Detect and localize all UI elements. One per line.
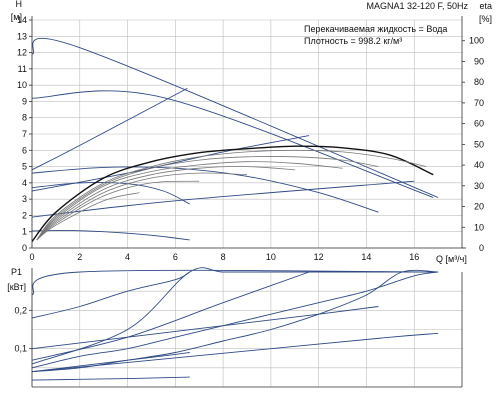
density-note: Плотность = 998.2 кг/м³: [304, 36, 402, 46]
eta-axis-unit: [%]: [479, 14, 492, 24]
head-curve-1: [31, 90, 434, 198]
head-x-tick-label: 10: [266, 252, 276, 262]
power-curve-8: [31, 352, 190, 373]
head-curve-4: [31, 180, 415, 218]
flow-axis-label: Q [м³/ч]: [436, 254, 467, 264]
power-y-tick-label: 0,1: [14, 344, 27, 354]
power-curve-4: [31, 267, 439, 365]
head-x-tick-label: 12: [314, 252, 324, 262]
head-x-tick-label: 16: [409, 252, 419, 262]
head-y-tick-label: 4: [22, 178, 27, 188]
power-curve-0: [31, 269, 439, 296]
head-y-tick-label: 10: [17, 80, 27, 90]
head-y-tick-label: 2: [22, 210, 27, 220]
head-y-tick-label: 1: [22, 227, 27, 237]
power-curve-1: [31, 271, 439, 369]
eta-tick-label: 10: [474, 222, 484, 232]
head-y-tick-label: 9: [22, 96, 27, 106]
head-y-tick-label: 11: [18, 64, 27, 74]
power-axis-unit: [кВт]: [7, 282, 26, 292]
eta-tick-label: 30: [474, 181, 484, 191]
head-axis-unit: [м]: [11, 12, 22, 22]
efficiency-curve-9: [36, 149, 427, 241]
power-axis-label: P1: [11, 267, 22, 277]
eta-tick-label: 100: [469, 36, 484, 46]
efficiency-curve-8: [31, 145, 434, 242]
eta-tick-label: 80: [474, 77, 484, 87]
efficiency-curve-14: [36, 180, 200, 241]
head-axis-label: H: [16, 0, 23, 9]
efficiency-curve-15: [36, 192, 140, 241]
eta-tick-label: 40: [474, 160, 484, 170]
power-y-tick-label: 0,2: [14, 305, 27, 315]
efficiency-curve-11: [36, 161, 343, 241]
head-curve-7: [31, 229, 190, 241]
head-x-tick-label: 2: [77, 252, 82, 262]
head-x-tick-label: 6: [173, 252, 178, 262]
head-y-tick-label: 12: [17, 48, 27, 58]
head-x-tick-label: 8: [221, 252, 226, 262]
liquid-note: Перекачиваемая жидкость = Вода: [304, 24, 447, 34]
eta-tick-label: 90: [474, 56, 484, 66]
head-y-tick-label: 8: [22, 113, 27, 123]
head-y-tick-label: 5: [22, 162, 27, 172]
efficiency-curve-10: [36, 156, 379, 241]
head-y-tick-label: 6: [22, 145, 27, 155]
eta-tick-label: 50: [474, 139, 484, 149]
head-y-tick-label: 14: [17, 15, 27, 25]
head-x-tick-label: 4: [125, 252, 130, 262]
head-plot-series: [31, 37, 439, 242]
power-curve-5: [31, 271, 190, 319]
power-curve-3: [31, 332, 439, 373]
head-y-tick-label: 3: [22, 194, 27, 204]
head-curve-5: [31, 166, 379, 213]
power-plot-series: [31, 267, 439, 381]
efficiency-curve-13: [36, 172, 248, 241]
head-x-tick-label: 0: [29, 252, 34, 262]
efficiency-curve-12: [36, 166, 295, 241]
power-curve-7: [31, 271, 310, 361]
head-x-tick-label: 14: [361, 252, 371, 262]
power-curve-9: [31, 376, 190, 381]
eta-tick-label: 60: [474, 119, 484, 129]
pump-model-title: MAGNA1 32-120 F, 50Hz: [366, 1, 468, 11]
tick-labels: 0 2 4 6 8 10 12 14 16012345678910111213140102030…: [14, 15, 484, 354]
axes: [29, 16, 466, 388]
head-curve-0: [31, 37, 439, 198]
head-y-tick-label: 0: [22, 243, 27, 253]
eta-tick-label: 20: [474, 202, 484, 212]
eta-axis-label: eta: [479, 1, 492, 11]
head-y-tick-label: 7: [22, 129, 27, 139]
power-curve-6: [31, 306, 379, 350]
head-curve-2: [31, 88, 188, 171]
power-plot-gridlines: [31, 272, 462, 387]
eta-tick-label: 70: [474, 98, 484, 108]
head-y-tick-label: 13: [17, 31, 27, 41]
power-curve-2: [31, 269, 439, 373]
eta-tick-label: 0: [479, 243, 484, 253]
